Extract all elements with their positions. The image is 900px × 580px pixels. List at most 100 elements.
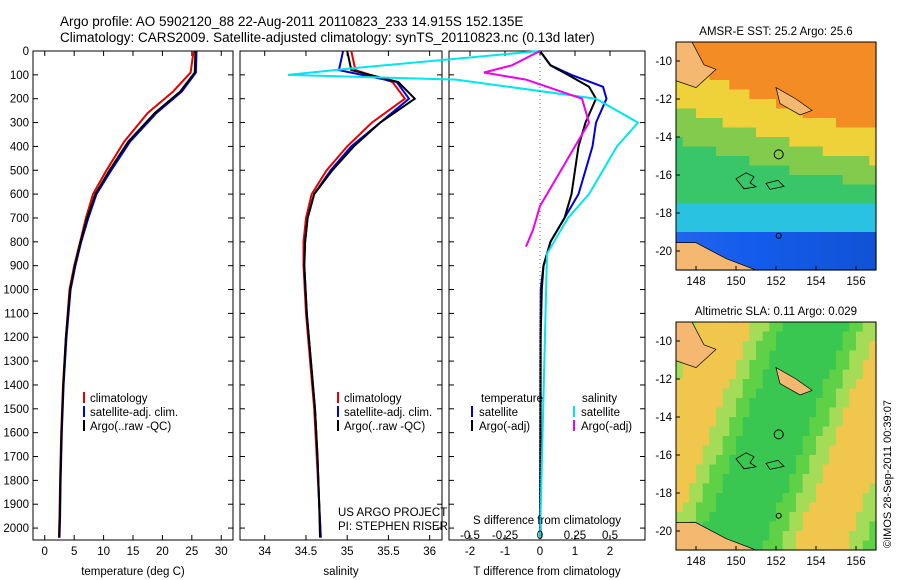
map-cell [816, 241, 824, 252]
map-cell [702, 398, 710, 409]
map-cell [789, 175, 797, 186]
map-cell [762, 70, 770, 81]
map-cell [722, 369, 730, 380]
map-title: AMSR-E SST: 25.2 Argo: 25.6 [699, 26, 852, 38]
map-cell [722, 407, 730, 418]
map-cell [849, 241, 857, 252]
map-cell [756, 512, 764, 523]
map-cell [756, 531, 764, 542]
map-cell [742, 127, 750, 138]
map-cell [682, 80, 690, 91]
map-cell [702, 127, 710, 138]
map-cell [682, 127, 690, 138]
map-cell [729, 80, 737, 91]
map-cell [809, 341, 817, 352]
map-cell [836, 436, 844, 447]
map-cell [702, 194, 710, 205]
map-cell [822, 540, 830, 551]
y-tick-label: -10 [655, 56, 672, 68]
map-cell [809, 194, 817, 205]
map-cell [836, 350, 844, 361]
map-cell [762, 398, 770, 409]
map-cell [722, 156, 730, 167]
map-cell [829, 118, 837, 129]
map-cell [676, 222, 684, 233]
map-cell [769, 322, 777, 333]
map-cell [849, 322, 857, 333]
map-cell [762, 540, 770, 551]
map-cell [736, 241, 744, 252]
map-cell [756, 493, 764, 504]
map-cell [869, 341, 877, 352]
map-cell [816, 89, 824, 100]
map-cell [869, 331, 877, 342]
map-cell [829, 42, 837, 53]
map-cell [749, 455, 757, 466]
map-cell [836, 42, 844, 53]
map-cell [722, 493, 730, 504]
map-cell [709, 521, 717, 532]
map-cell [856, 137, 864, 148]
map-cell [722, 99, 730, 110]
map-cell [836, 493, 844, 504]
map-cell [756, 540, 764, 551]
map-cell [862, 540, 870, 551]
map-cell [862, 251, 870, 262]
map-cell [742, 436, 750, 447]
map-cell [762, 42, 770, 53]
map-cell [856, 512, 864, 523]
map-cell [776, 360, 784, 371]
map-cell [769, 165, 777, 176]
map-cell [742, 388, 750, 399]
map-cell [856, 398, 864, 409]
map-cell [836, 512, 844, 523]
map-cell [776, 99, 784, 110]
map-cell [782, 322, 790, 333]
map-cell [789, 388, 797, 399]
map-cell [809, 61, 817, 72]
map-cell [682, 388, 690, 399]
map-cell [769, 99, 777, 110]
map-cell [802, 251, 810, 262]
map-cell [829, 184, 837, 195]
map-cell [696, 426, 704, 437]
map-cell [842, 379, 850, 390]
map-cell [696, 194, 704, 205]
map-cell [702, 175, 710, 186]
map-cell [756, 194, 764, 205]
map-cell [789, 89, 797, 100]
map-cell [849, 464, 857, 475]
map-cell [869, 99, 877, 110]
map-cell [722, 483, 730, 494]
map-cell [789, 369, 797, 380]
map-cell [809, 232, 817, 243]
map-cell [862, 426, 870, 437]
map-cell [802, 445, 810, 456]
map-cell [836, 184, 844, 195]
map-cell [822, 350, 830, 361]
map-cell [822, 322, 830, 333]
y-tick-label: 1000 [3, 285, 29, 297]
map-cell [689, 156, 697, 167]
map-cell [682, 232, 690, 243]
map-cell [862, 521, 870, 532]
map-cell [849, 474, 857, 485]
map-cell [742, 89, 750, 100]
map-cell [722, 61, 730, 72]
map-cell [822, 512, 830, 523]
map-cell [849, 379, 857, 390]
map-cell [829, 540, 837, 551]
map-cell [809, 474, 817, 485]
map-cell [716, 455, 724, 466]
map-cell [749, 388, 757, 399]
y-tick-label: 900 [10, 261, 29, 273]
map-cell [762, 445, 770, 456]
map-cell [862, 341, 870, 352]
map-cell [849, 222, 857, 233]
map-cell [716, 51, 724, 62]
map-cell [722, 360, 730, 371]
sla-map-panel: Altimetric SLA: 0.11 Argo: 0.029 148 150 15… [655, 306, 877, 568]
map-cell [742, 493, 750, 504]
header-title-line1: Argo profile: AO 5902120_88 22-Aug-2011 … [60, 14, 524, 29]
map-cell [829, 521, 837, 532]
